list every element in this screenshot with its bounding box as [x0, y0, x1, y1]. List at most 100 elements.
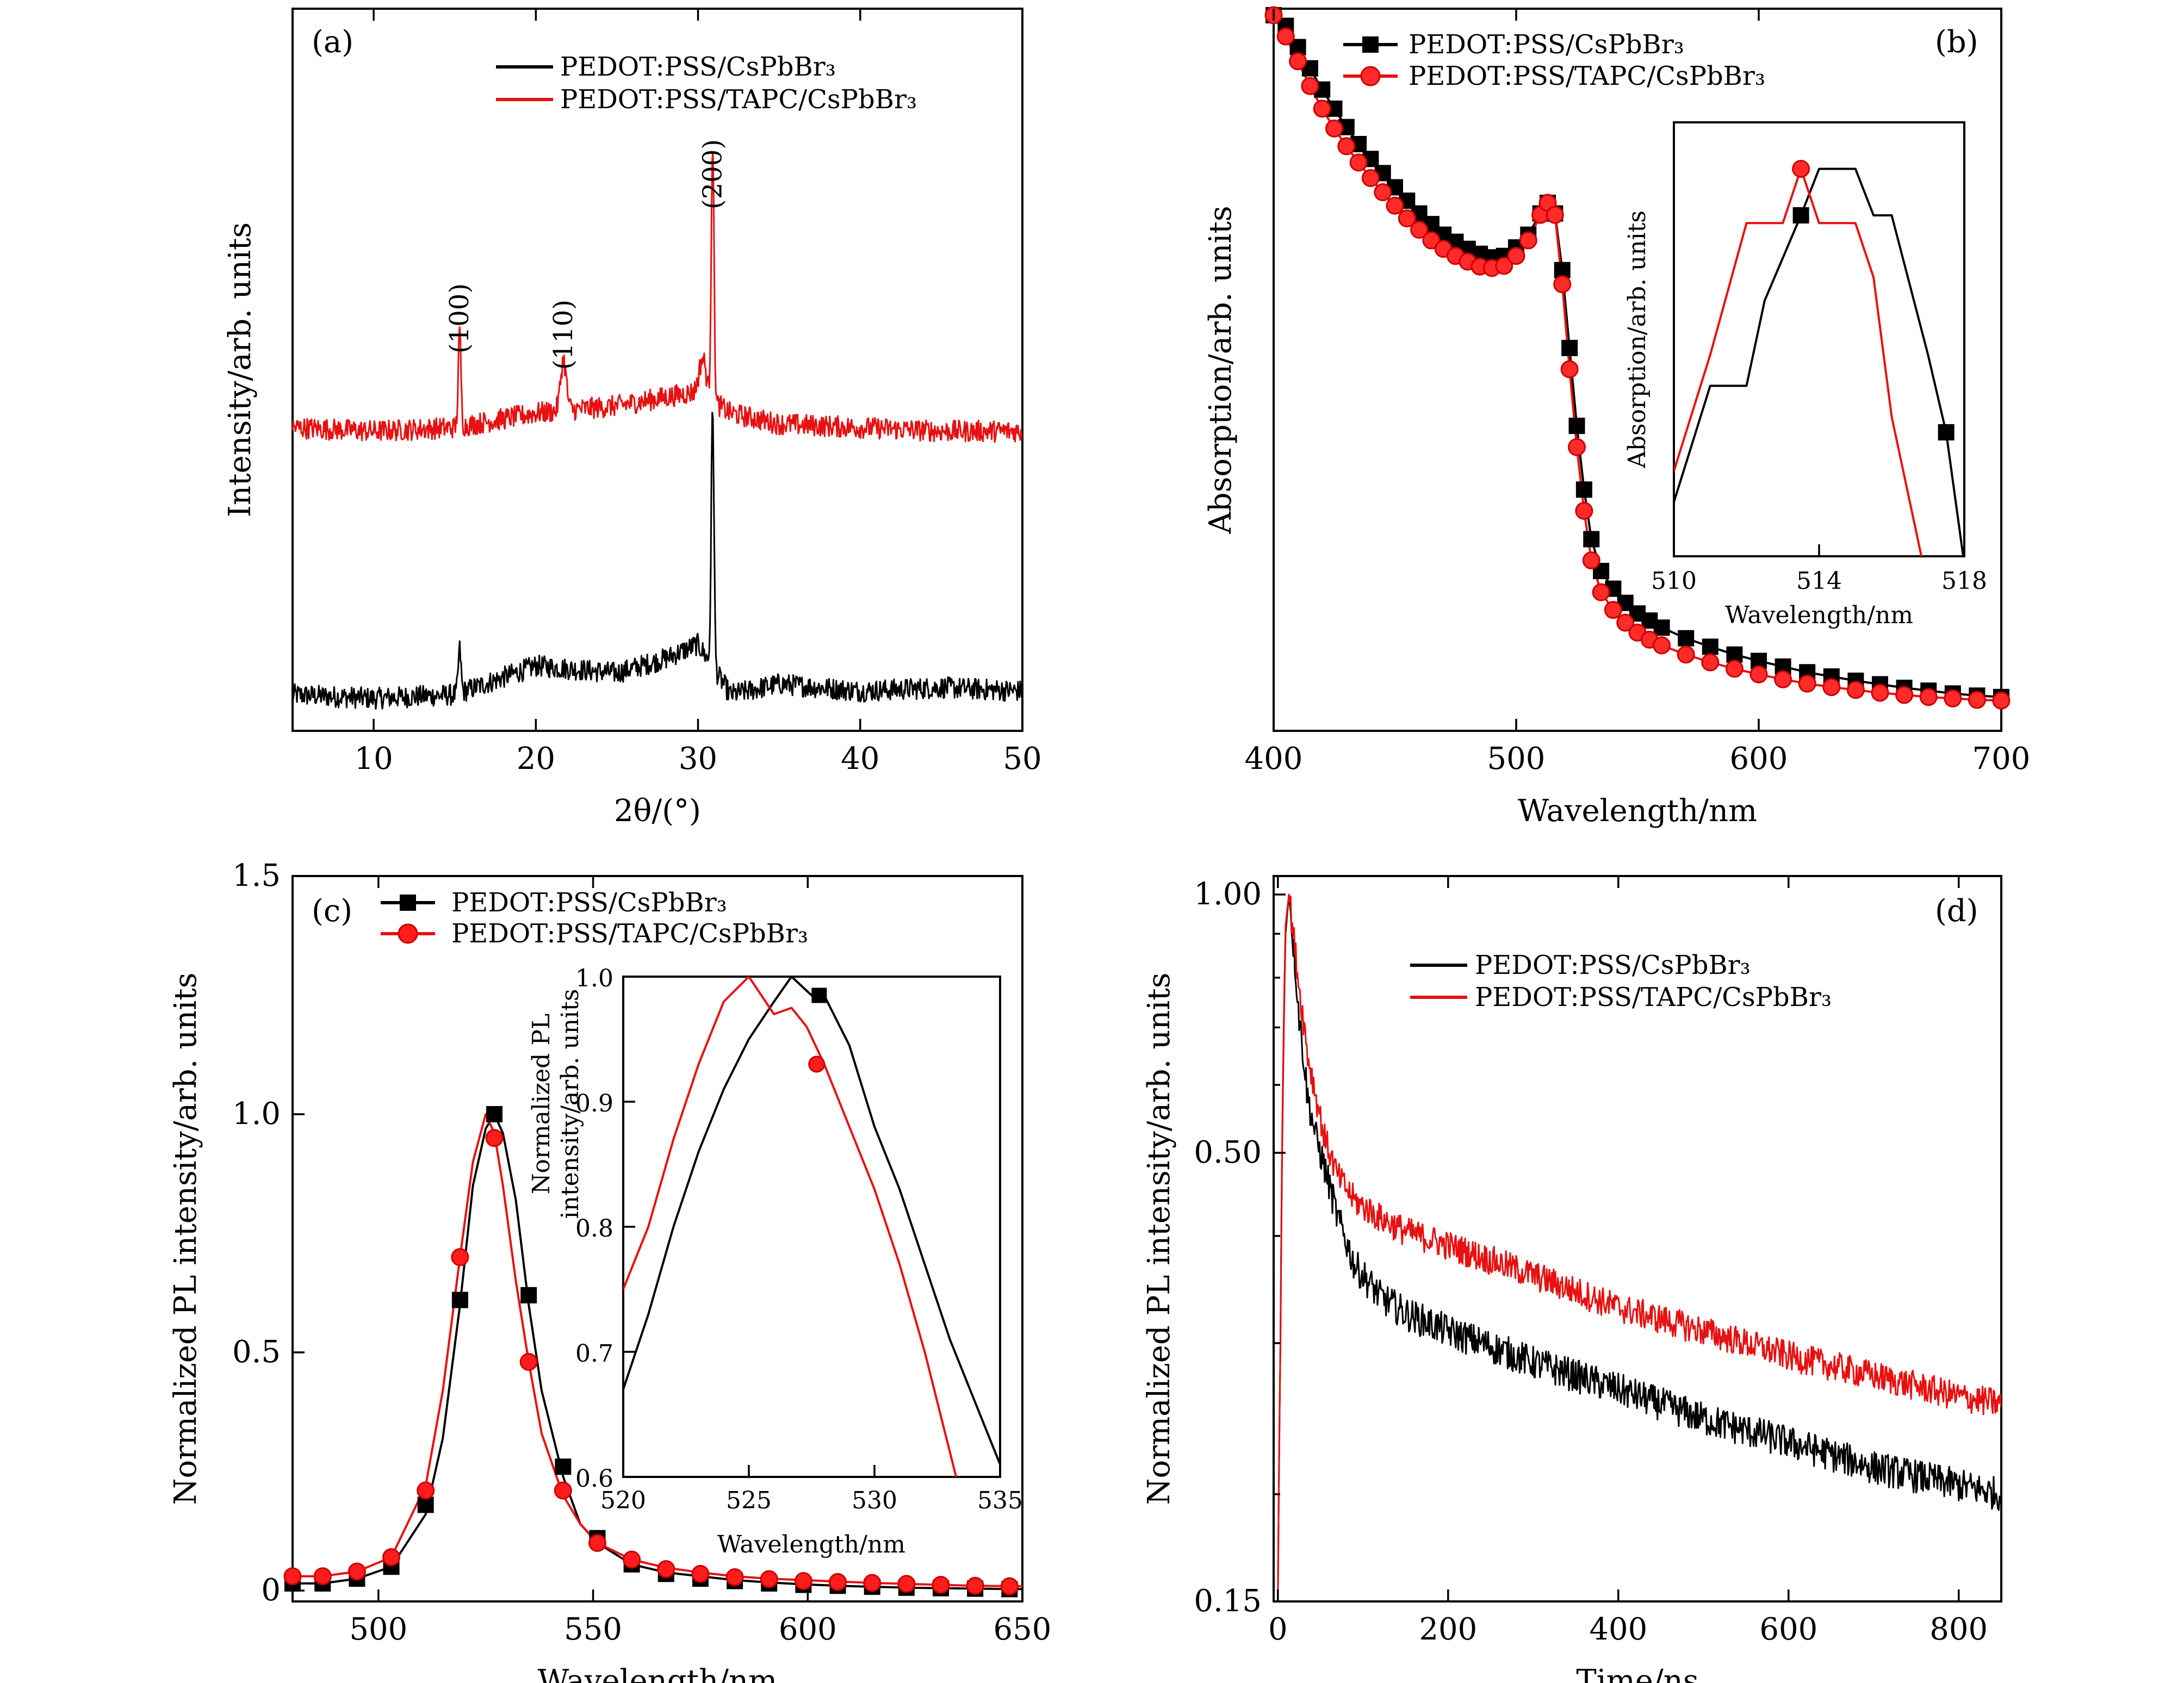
marker-c-tapc-15 — [794, 1572, 812, 1590]
marker-b-tapc-21 — [1519, 231, 1537, 250]
inset-x-axis-title-c: Wavelength/nm — [717, 1531, 905, 1558]
inset-x-c-tick-label-525: 525 — [726, 1487, 772, 1514]
x-a-tick-label-20: 20 — [517, 741, 555, 777]
inset-c: 520 525 530 535 0.6 0.7 0.8 0.9 1.0 Wavelength/n… — [528, 965, 1023, 1558]
inset-marker-c-tapc-0 — [808, 1055, 826, 1073]
marker-b-tapc-44 — [1871, 684, 1889, 702]
marker-b-tapc-3 — [1301, 77, 1319, 95]
c-ytick-label-0.5: 0.5 — [232, 1334, 281, 1370]
legend-d: PEDOT:PSS/CsPbBr₃ PEDOT:PSS/TAPC/CsPbBr₃ — [1410, 950, 1832, 1013]
x-axis-title-c: Wavelength/nm — [538, 1663, 777, 1683]
inset-x-b-tick-label-518: 518 — [1941, 567, 1987, 595]
marker-c-tapc-11 — [657, 1560, 675, 1579]
inset-x-c-tick-label-535: 535 — [977, 1487, 1023, 1514]
marker-b-tapc-47 — [1944, 689, 1962, 707]
marker-b-ref-36 — [1678, 630, 1695, 647]
x-b-tick-label-400: 400 — [1245, 741, 1303, 777]
marker-b-tapc-49 — [1992, 691, 2011, 710]
x-b-tick-label-500: 500 — [1487, 741, 1546, 777]
x-b-tick-label-700: 700 — [1972, 741, 2031, 777]
plot-frame-c — [291, 875, 1023, 1603]
panel-tag-a: (a) — [312, 24, 353, 60]
panel-b: 400 500 600 700 (b) PEDOT:PSS/CsPbBr₃ PEDOT… — [1203, 6, 2031, 829]
marker-b-tapc-24 — [1546, 206, 1564, 224]
inset-c-ytick-label-0.9: 0.9 — [575, 1090, 613, 1117]
x-d-tick-label-800: 800 — [1929, 1612, 1988, 1647]
peak-label-0: (100) — [444, 283, 475, 353]
marker-b-tapc-31 — [1604, 601, 1622, 619]
marker-b-tapc-9 — [1374, 183, 1392, 201]
marker-c-tapc-20 — [966, 1576, 984, 1595]
marker-b-tapc-30 — [1592, 583, 1610, 601]
x-axis-title-a: 2θ/(°) — [614, 793, 701, 829]
x-ticks-b: 400 500 600 700 — [1245, 9, 2031, 777]
legend-marker-ref-b — [1362, 36, 1379, 53]
marker-c-tapc-21 — [1000, 1577, 1019, 1595]
inset-x-ticks-b: 510 514 518 — [1651, 544, 1987, 595]
marker-c-tapc-14 — [760, 1570, 778, 1588]
marker-b-tapc-29 — [1582, 551, 1600, 570]
axis-ticks-d: 0 200 400 600 800 0.15 0.50 1.00 — [1194, 876, 1988, 1647]
inset-c-ytick-label-1.0: 1.0 — [575, 965, 613, 992]
inset-series-group-b — [1674, 160, 1964, 556]
legend-label-tapc-d: PEDOT:PSS/TAPC/CsPbBr₃ — [1475, 982, 1832, 1013]
x-d-tick-label-200: 200 — [1419, 1612, 1477, 1647]
marker-b-ref-37 — [1702, 638, 1718, 655]
legend-c: PEDOT:PSS/CsPbBr₃ PEDOT:PSS/TAPC/CsPbBr₃ — [381, 887, 808, 949]
marker-b-tapc-1 — [1276, 27, 1295, 46]
legend-marker-tapc-c — [398, 923, 418, 944]
marker-b-tapc-43 — [1846, 681, 1865, 699]
panel-c: 500 550 600 650 0 0.5 1.0 1.5 (c) PEDOT:PSS/CsP… — [168, 858, 1051, 1683]
marker-c-tapc-17 — [863, 1574, 882, 1592]
inset-x-axis-title-b: Wavelength/nm — [1725, 601, 1913, 629]
inset-axis-ticks-c: 520 525 530 535 0.6 0.7 0.8 0.9 1.0 — [575, 965, 1023, 1514]
marker-b-tapc-11 — [1398, 209, 1416, 228]
d-ytick-label-0.50: 0.50 — [1194, 1135, 1262, 1170]
marker-b-tapc-8 — [1361, 169, 1380, 187]
inset-marker-c-ref-0 — [811, 988, 827, 1003]
axis-ticks-c: 500 550 600 650 0 0.5 1.0 1.5 — [232, 858, 1052, 1647]
plot-frame-a — [291, 8, 1023, 732]
legend-label-ref-b: PEDOT:PSS/CsPbBr₃ — [1409, 29, 1684, 60]
marker-b-tapc-20 — [1507, 247, 1525, 265]
peak-label-1: (110) — [548, 300, 579, 370]
inset-lines-b — [1674, 167, 1964, 556]
inset-x-b-tick-label-510: 510 — [1651, 567, 1697, 595]
marker-b-tapc-28 — [1575, 501, 1593, 520]
marker-b-tapc-36 — [1677, 645, 1695, 664]
marker-b-tapc-32 — [1616, 613, 1635, 632]
panel-tag-d: (d) — [1935, 893, 1978, 929]
c-ytick-label-1.5: 1.5 — [232, 858, 281, 893]
marker-b-tapc-38 — [1725, 660, 1744, 678]
marker-c-tapc-19 — [932, 1575, 950, 1594]
inset-c-ytick-label-0.7: 0.7 — [575, 1340, 613, 1368]
marker-c-tapc-6 — [485, 1129, 504, 1147]
peak-label-2: (200) — [697, 139, 728, 209]
marker-b-tapc-2 — [1289, 52, 1307, 71]
inset-x-c-tick-label-530: 530 — [852, 1487, 897, 1514]
series-line-d-1 — [1277, 893, 2001, 1601]
marker-b-tapc-6 — [1337, 137, 1356, 156]
legend-label-ref-d: PEDOT:PSS/CsPbBr₃ — [1475, 950, 1751, 980]
marker-b-ref-26 — [1561, 339, 1578, 356]
x-a-tick-label-50: 50 — [1003, 741, 1041, 777]
marker-b-tapc-25 — [1553, 275, 1572, 294]
inset-x-c-tick-label-520: 520 — [600, 1487, 646, 1514]
inset-series-line-b-0 — [1674, 167, 1964, 556]
x-axis-title-d: Time/ns — [1576, 1663, 1698, 1683]
marker-c-ref-6 — [486, 1106, 503, 1122]
marker-c-tapc-4 — [417, 1481, 435, 1500]
inset-marker-b-ref-1 — [1938, 424, 1955, 440]
marker-c-tapc-1 — [313, 1567, 332, 1586]
x-a-tick-label-40: 40 — [841, 741, 879, 777]
marker-c-ref-8 — [555, 1458, 572, 1475]
series-line-c-0 — [293, 1113, 1023, 1591]
marker-c-tapc-13 — [725, 1568, 744, 1586]
x-a-tick-label-30: 30 — [679, 741, 717, 777]
marker-b-tapc-13 — [1422, 231, 1441, 250]
marker-c-tapc-10 — [623, 1550, 641, 1569]
marker-c-tapc-2 — [348, 1562, 366, 1581]
c-ytick-label-0: 0 — [261, 1573, 281, 1608]
series-line-a-1 — [291, 152, 1023, 443]
